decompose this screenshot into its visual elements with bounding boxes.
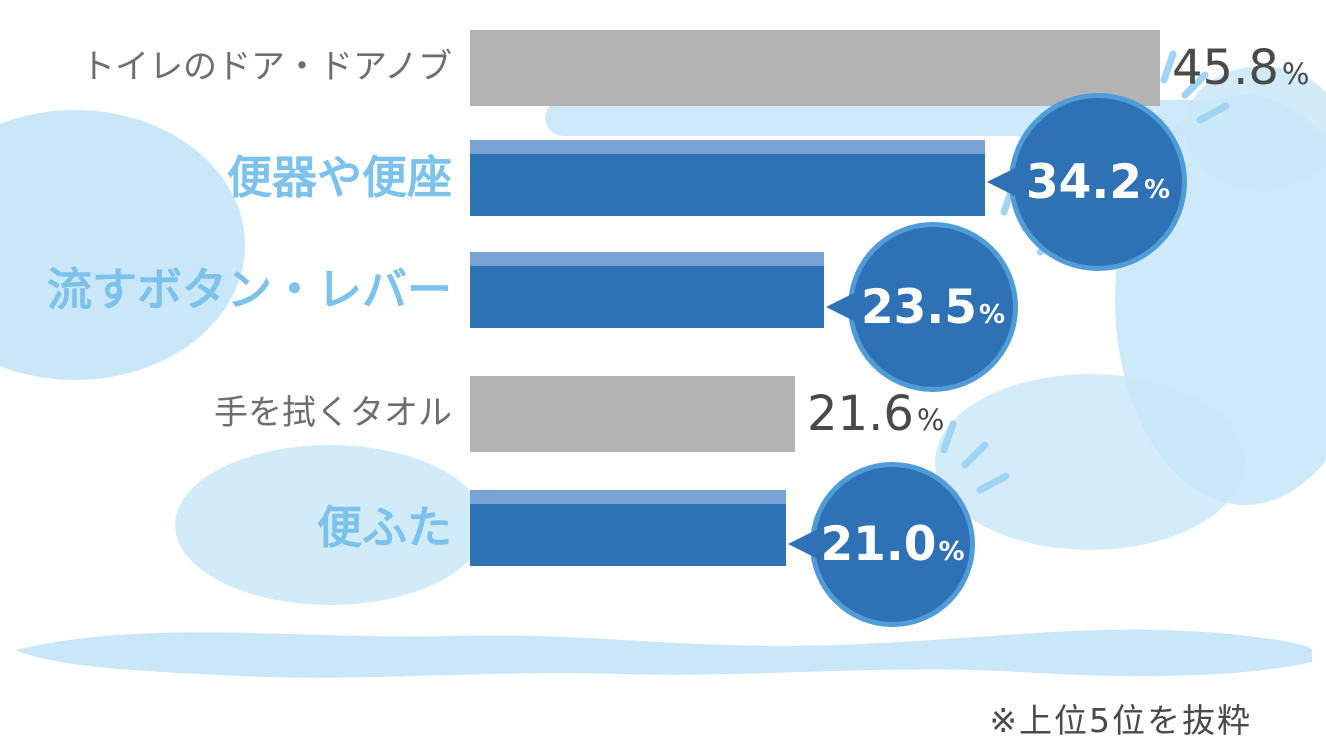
bar-label: トイレのドア・ドアノブ (81, 47, 452, 88)
value-number: 23.5 (860, 279, 977, 335)
percent-sign: % (916, 403, 945, 437)
bar (470, 30, 1160, 106)
bar-label: 便器や便座 (226, 151, 452, 205)
value-bubble: 23.5% (848, 222, 1018, 392)
chart-footnote: ※上位5位を抜粋 (989, 701, 1252, 740)
bar-label: 便ふた (316, 501, 452, 555)
value-number: 45.8 (1172, 40, 1279, 96)
percent-sign: % (1143, 175, 1171, 205)
percent-sign: % (978, 300, 1006, 330)
bar-label: 手を拭くタオル (214, 393, 452, 434)
value-bubble: 21.0% (810, 461, 975, 627)
bar (470, 252, 824, 328)
value-number: 21.6 (807, 386, 914, 442)
bar (470, 376, 795, 452)
bar (470, 140, 985, 216)
percent-sign: % (1281, 57, 1310, 91)
value-number: 34.2 (1025, 154, 1142, 210)
bottom-wave-band (15, 629, 1312, 678)
chart-row: 便器や便座 34.2% (0, 93, 1326, 271)
chart-row: 手を拭くタオル 21.6% (0, 376, 1326, 452)
chart-row: 流すボタン・レバー 23.5% (0, 222, 1326, 392)
value-number: 21.0 (820, 516, 937, 572)
percent-sign: % (938, 537, 965, 567)
bar-value: 45.8% (1172, 40, 1309, 96)
bar (470, 490, 786, 566)
bar-value: 21.6% (807, 386, 944, 442)
chart-row: トイレのドア・ドアノブ 45.8% (0, 30, 1326, 106)
chart-row: 便ふた 21.0% (0, 461, 1326, 627)
value-bubble: 34.2% (1009, 93, 1187, 271)
bar-label: 流すボタン・レバー (46, 263, 452, 317)
